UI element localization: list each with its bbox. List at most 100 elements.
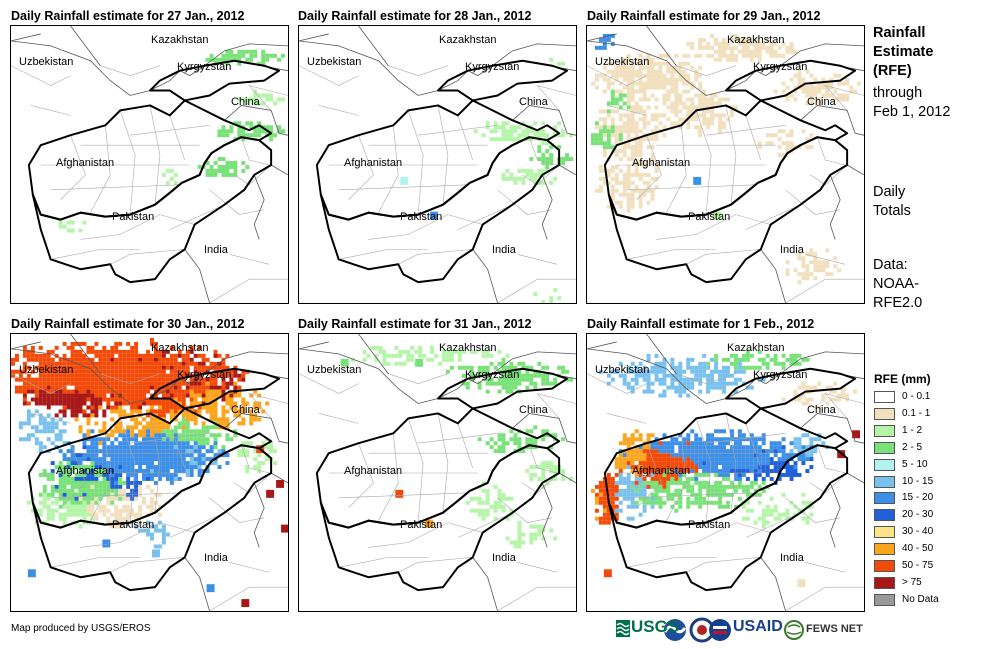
- country-label-pakistan: Pakistan: [400, 211, 443, 223]
- country-label-kazakhstan: Kazakhstan: [151, 342, 209, 354]
- admin-boundaries: [299, 373, 576, 611]
- legend-swatch: [874, 576, 895, 589]
- country-label-uzbekistan: Uzbekistan: [307, 364, 362, 376]
- side-daily-line2: Totals: [873, 203, 911, 219]
- legend-swatch: [874, 560, 895, 572]
- rainfall-map-1feb: Kazakhstan Uzbekistan Kyrgyzstan China Afgha…: [586, 333, 865, 612]
- map-canvas: [587, 334, 864, 611]
- country-borders: [299, 26, 576, 303]
- map-canvas: [299, 26, 576, 303]
- admin-boundaries: [587, 65, 864, 303]
- legend-label: 0.1 - 1: [902, 407, 931, 419]
- rainfall-map-27jan: Kazakhstan Uzbekistan Kyrgyzstan China Afgha…: [10, 25, 289, 304]
- legend-label: 2 - 5: [902, 441, 923, 453]
- fewsnet-globe-icon: [784, 620, 804, 640]
- legend-label: 1 - 2: [902, 424, 923, 436]
- side-heading-line3: (RFE): [873, 63, 912, 79]
- country-label-kazakhstan: Kazakhstan: [727, 342, 785, 354]
- rainfall-map-29jan: Kazakhstan Uzbekistan Kyrgyzstan China Afgha…: [586, 25, 865, 304]
- country-label-kazakhstan: Kazakhstan: [439, 34, 497, 46]
- side-daily-totals: Daily Totals: [873, 183, 911, 221]
- legend-label: 30 - 40: [902, 526, 934, 538]
- legend-label: 40 - 50: [902, 543, 934, 555]
- fewsnet-logo-text: FEWS NET: [806, 623, 863, 635]
- panel-title-29jan: Daily Rainfall estimate for 29 Jan., 201…: [587, 9, 821, 23]
- panel-title-28jan: Daily Rainfall estimate for 28 Jan., 201…: [298, 9, 532, 23]
- side-data-line1: Data:: [873, 257, 908, 273]
- country-label-pakistan: Pakistan: [400, 519, 443, 531]
- country-label-pakistan: Pakistan: [688, 519, 731, 531]
- legend-label: > 75: [902, 576, 922, 588]
- country-label-kyrgyzstan: Kyrgyzstan: [177, 369, 232, 381]
- country-label-kazakhstan: Kazakhstan: [727, 34, 785, 46]
- usgs-logo-icon: [616, 617, 804, 643]
- country-label-india: India: [204, 552, 228, 564]
- rainfall-raster: [11, 337, 288, 608]
- country-label-afghanistan: Afghanistan: [344, 465, 403, 477]
- country-label-kyrgyzstan: Kyrgyzstan: [753, 61, 808, 73]
- rainfall-raster: [58, 49, 286, 233]
- country-label-china: China: [807, 404, 836, 416]
- admin-boundaries: [587, 373, 864, 611]
- side-date-line1: through: [873, 85, 923, 101]
- legend-swatch: [874, 391, 895, 403]
- legend-label: 10 - 15: [902, 475, 934, 487]
- country-label-china: China: [807, 96, 836, 108]
- focus-region-borders: [315, 367, 569, 592]
- legend-label: 50 - 75: [902, 560, 934, 571]
- country-label-kyrgyzstan: Kyrgyzstan: [465, 369, 520, 381]
- country-label-afghanistan: Afghanistan: [56, 157, 115, 169]
- legend-swatch: [874, 424, 895, 437]
- panel-title-31jan: Daily Rainfall estimate for 31 Jan., 201…: [298, 317, 532, 331]
- country-label-china: China: [519, 96, 548, 108]
- country-label-india: India: [492, 552, 516, 564]
- legend-label: 15 - 20: [902, 492, 934, 504]
- country-label-afghanistan: Afghanistan: [344, 157, 403, 169]
- rainfall-raster: [590, 33, 862, 285]
- rainfall-map-30jan: Kazakhstan Uzbekistan Kyrgyzstan China Afgha…: [10, 333, 289, 612]
- panel-title-30jan: Daily Rainfall estimate for 30 Jan., 201…: [11, 317, 245, 331]
- country-label-uzbekistan: Uzbekistan: [595, 56, 650, 68]
- legend-swatch: [874, 526, 895, 539]
- legend-swatch: [874, 441, 895, 454]
- country-label-uzbekistan: Uzbekistan: [19, 56, 74, 68]
- legend-swatch: [874, 543, 895, 556]
- side-date: through Feb 1, 2012: [873, 84, 950, 122]
- usaid-seal-icon: [709, 619, 731, 641]
- legend-swatch: [874, 407, 895, 420]
- side-date-line2: Feb 1, 2012: [873, 104, 951, 120]
- admin-boundaries: [11, 65, 288, 303]
- rainfall-map-28jan: Kazakhstan Uzbekistan Kyrgyzstan China Afgha…: [298, 25, 577, 304]
- panel-title-1feb: Daily Rainfall estimate for 1 Feb., 2012: [587, 317, 815, 331]
- country-label-kyrgyzstan: Kyrgyzstan: [177, 61, 232, 73]
- side-data-source: Data: NOAA- RFE2.0: [873, 256, 922, 313]
- country-label-pakistan: Pakistan: [112, 211, 155, 223]
- country-label-kyrgyzstan: Kyrgyzstan: [465, 61, 520, 73]
- rainfall-raster: [400, 57, 574, 303]
- country-label-india: India: [204, 244, 228, 256]
- country-label-uzbekistan: Uzbekistan: [595, 364, 650, 376]
- map-canvas: [299, 334, 576, 611]
- usaid-logo-text: USAID: [733, 618, 783, 635]
- focus-region-borders: [27, 367, 281, 592]
- side-heading-line1: Rainfall: [873, 25, 926, 41]
- legend-title: RFE (mm): [874, 372, 931, 386]
- country-label-pakistan: Pakistan: [688, 211, 731, 223]
- side-data-line2: NOAA-: [873, 276, 919, 292]
- country-label-afghanistan: Afghanistan: [632, 157, 691, 169]
- country-label-afghanistan: Afghanistan: [56, 465, 115, 477]
- map-canvas: [11, 334, 288, 611]
- legend-label: 0 - 0.1: [902, 391, 931, 402]
- admin-boundaries: [11, 373, 288, 611]
- legend-label: 5 - 10: [902, 458, 928, 470]
- country-label-india: India: [780, 552, 804, 564]
- map-canvas: [587, 26, 864, 303]
- map-credit: Map produced by USGS/EROS: [11, 623, 151, 634]
- map-canvas: [11, 26, 288, 303]
- focus-region-borders: [27, 59, 281, 284]
- country-label-kyrgyzstan: Kyrgyzstan: [753, 369, 808, 381]
- country-label-china: China: [231, 96, 260, 108]
- country-label-kazakhstan: Kazakhstan: [439, 342, 497, 354]
- country-borders: [11, 26, 288, 303]
- legend-swatch: [874, 458, 895, 471]
